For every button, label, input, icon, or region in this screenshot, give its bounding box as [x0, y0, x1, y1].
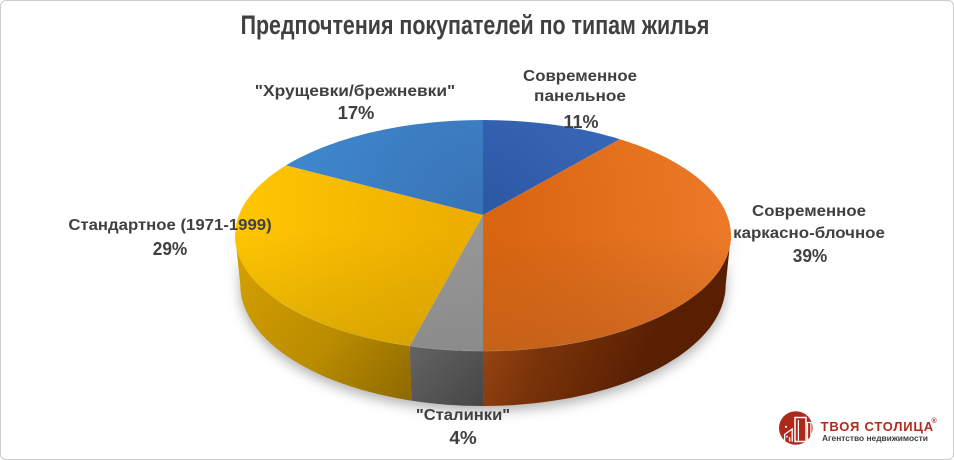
svg-text:ТВОЯ СТОЛИЦА: ТВОЯ СТОЛИЦА: [821, 419, 934, 434]
svg-text:®: ®: [932, 417, 938, 425]
svg-text:Агентство недвижимости: Агентство недвижимости: [822, 433, 928, 443]
